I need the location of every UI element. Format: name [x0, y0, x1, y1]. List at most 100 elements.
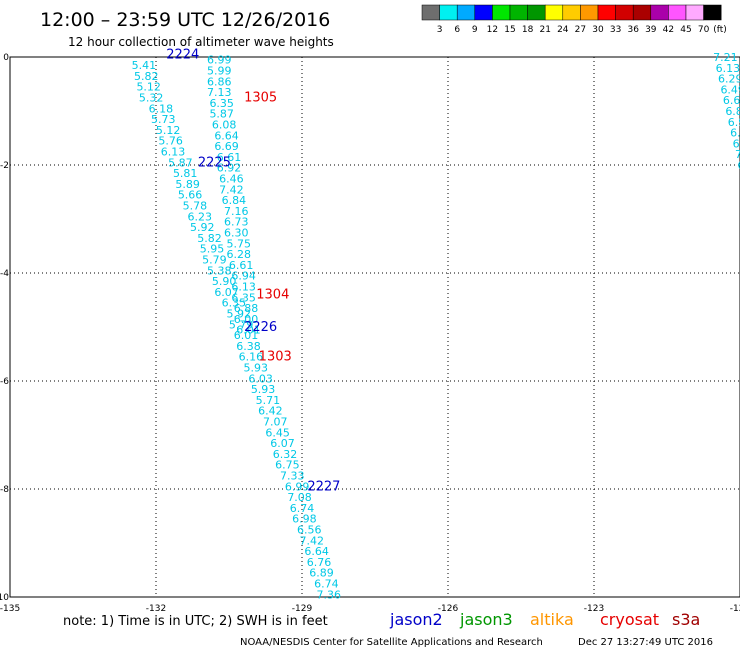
color-scale-swatch [474, 4, 493, 21]
swh-value: 6.08 [212, 119, 237, 132]
color-scale-swatch [456, 4, 476, 21]
swh-value: 5.12 [156, 124, 181, 137]
color-scale-tick: 39 [645, 25, 657, 35]
swh-value: 7.33 [280, 470, 305, 483]
swh-value: 5.89 [175, 178, 200, 191]
swh-value: 6.03 [248, 372, 273, 385]
color-scale-tick: 24 [557, 25, 569, 35]
swh-value: 7.08 [287, 491, 312, 504]
x-tick-label: -120 [730, 604, 740, 614]
swh-value: 5.99 [207, 65, 232, 78]
color-scale-tick: 33 [610, 25, 621, 35]
swh-value: 6.80 [725, 105, 740, 118]
color-scale-tick: 42 [663, 25, 674, 35]
swh-value: 5.90 [212, 275, 237, 288]
swh-value: 6.01 [234, 329, 259, 342]
swh-value: 6.73 [224, 216, 249, 229]
swh-value: 6.13 [716, 62, 740, 75]
swh-value: 7.36 [317, 588, 342, 601]
swh-value: 6.64 [214, 129, 239, 142]
color-scale-tick: 9 [472, 25, 478, 35]
swh-value: 6.00 [234, 313, 259, 326]
grid-lines [10, 57, 740, 597]
satellite-legend-jason2: jason2 [389, 610, 443, 629]
swh-value: 5.81 [173, 167, 198, 180]
pass-label-jason2: 2225 [198, 155, 231, 170]
color-scale-swatch [421, 4, 440, 21]
swh-value: 6.75 [275, 459, 300, 472]
swh-value: 6.74 [314, 578, 339, 591]
swh-value: 5.79 [229, 318, 254, 331]
swh-value: 6.13 [161, 146, 186, 159]
swh-value: 6.42 [258, 405, 283, 418]
swh-value: 5.82 [197, 232, 222, 245]
swh-value: 5.76 [158, 135, 183, 148]
swh-value: 6.61 [217, 151, 242, 164]
color-scale-swatch [509, 4, 528, 21]
chart-subtitle: 12 hour collection of altimeter wave hei… [68, 35, 334, 49]
color-scale-swatch [615, 4, 634, 21]
x-tick-label: -135 [0, 604, 20, 614]
swh-value: 6.89 [309, 567, 334, 580]
swh-value: 6.46 [730, 127, 740, 140]
x-tick-label: -126 [438, 604, 459, 614]
swh-value: 6.88 [234, 302, 259, 315]
x-tick-labels: -135 -132 -129 -126 -123 -120 [0, 604, 740, 614]
chart-title: 12:00 – 23:59 UTC 12/26/2016 [40, 9, 330, 31]
footer-note: note: 1) Time is in UTC; 2) SWH is in fe… [63, 614, 328, 629]
swh-value: 6.07 [214, 286, 239, 299]
color-scale-unit: (ft) [713, 25, 727, 35]
swh-value: 5.92 [190, 221, 215, 234]
color-scale-swatch [703, 4, 722, 21]
swh-value: 5.73 [151, 113, 176, 126]
swh-value: 6.64 [304, 545, 329, 558]
swh-value: 6.92 [217, 162, 242, 175]
swh-value: 6.75 [737, 159, 740, 172]
swh-value: 5.66 [178, 189, 203, 202]
color-scale-tick: 3 [437, 25, 443, 35]
pass-label-cryosat: 1304 [256, 288, 289, 303]
y-tick-label: -8 [0, 485, 9, 495]
swh-value: 6.18 [149, 102, 174, 115]
color-scale-tick: 18 [522, 25, 534, 35]
swh-value: 6.13 [231, 281, 256, 294]
swh-value: 6.46 [219, 173, 244, 186]
swh-value: 6.29 [718, 73, 740, 86]
swh-value: 6.16 [239, 351, 264, 364]
x-tick-label: -132 [146, 604, 166, 614]
swh-value: 6.30 [224, 227, 249, 240]
swh-value: 5.87 [209, 108, 234, 121]
swh-value: 7.06 [735, 148, 740, 161]
swh-value: 5.93 [251, 383, 276, 396]
swh-value: 7.21 [713, 51, 738, 64]
swh-value: 6.61 [229, 259, 254, 272]
color-scale-tick: 30 [592, 25, 604, 35]
satellite-legend-jason3: jason3 [459, 610, 513, 629]
swh-value: 6.84 [222, 194, 247, 207]
color-scale-swatch [492, 4, 511, 21]
color-scale-tick: 21 [539, 25, 550, 35]
swh-value: 6.76 [307, 556, 332, 569]
swh-value: 6.93 [728, 116, 740, 129]
satellite-legend-cryosat: cryosat [600, 610, 659, 629]
swh-value: 5.78 [183, 200, 208, 213]
swh-value: 6.86 [207, 75, 232, 88]
color-scale-swatch [632, 4, 652, 21]
pass-label-jason2: 2227 [307, 479, 340, 494]
swh-value: 6.35 [209, 97, 234, 110]
color-scale-tick: 15 [504, 25, 515, 35]
footer-timestamp: Dec 27 13:27:49 UTC 2016 [578, 637, 713, 648]
color-scale-swatch [544, 4, 564, 21]
pass-label-jason2: 2226 [244, 320, 277, 335]
swh-value: 6.99 [285, 480, 310, 493]
pass-label-cryosat: 1305 [244, 91, 277, 106]
swh-value: 5.93 [244, 362, 269, 375]
swh-value: 6.62 [723, 94, 740, 107]
color-scale-tick: 70 [698, 25, 710, 35]
y-tick-label: -4 [0, 269, 9, 279]
swh-value: 5.82 [134, 70, 159, 83]
swh-value: 7.07 [263, 416, 288, 429]
swh-value: 5.79 [202, 254, 227, 267]
color-scale-tick: 36 [627, 25, 639, 35]
pass-label-jason2: 2224 [166, 47, 199, 62]
